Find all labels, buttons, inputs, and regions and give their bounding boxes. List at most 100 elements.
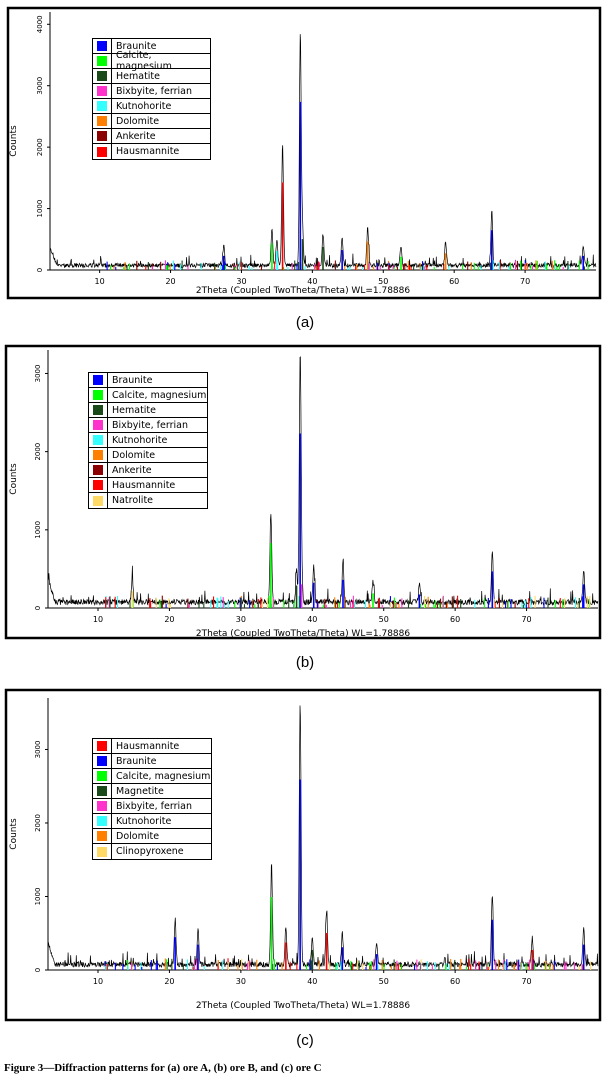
legend-entry: Dolomite [93,114,210,129]
legend-swatch [97,56,107,66]
legend-swatch [97,101,107,111]
legend-swatch [97,771,107,781]
y-tick-label: 1000 [34,521,42,539]
legend-separator [107,373,108,387]
legend-entry: Dolomite [89,448,207,463]
legend-swatch [93,465,103,475]
legend-swatch [97,71,107,81]
legend-swatch [93,405,103,415]
legend-label: Hematite [116,70,160,82]
x-tick-label: 30 [236,977,246,986]
legend-separator [111,829,112,843]
y-tick-label: 4000 [36,15,44,33]
legend-label: Braunite [116,40,157,52]
legend-entry: Bixbyite, ferrian [89,418,207,433]
x-tick-label: 60 [450,977,460,986]
x-tick-label: 50 [378,277,388,286]
legend-entry: Hausmannite [89,478,207,493]
legend-separator [111,784,112,798]
legend-separator [111,129,112,143]
legend-entry: Calcite, magnesium [93,50,210,72]
x-tick-label: 60 [450,615,460,624]
diffraction-trace [49,34,597,269]
x-tick-label: 40 [307,277,317,286]
y-tick-label: 2000 [34,814,42,832]
x-tick-label: 30 [236,615,246,624]
x-tick-label: 50 [379,615,389,624]
x-axis-label: 2Theta (Coupled TwoTheta/Theta) WL=1.788… [196,629,410,639]
legend-swatch [97,786,107,796]
legend-entry: Kutnohorite [93,814,211,829]
legend-label: Hausmannite [116,146,180,157]
legend-separator [107,478,108,492]
legend-entry: Magnetite [93,784,211,799]
y-axis-label: Counts [9,463,19,495]
legend-separator [111,54,112,68]
y-tick-label: 1000 [36,200,44,218]
legend-swatch [93,420,103,430]
legend-separator [107,403,108,417]
legend-c: Hausmannite Braunite Calcite, magnesium Mag… [92,738,212,860]
legend-label: Hematite [112,404,156,416]
x-tick-label: 20 [165,277,175,286]
legend-label: Bixbyite, ferrian [116,85,192,97]
panel-label-a: (a) [295,314,315,331]
legend-label: Braunite [116,755,157,767]
legend-separator [107,448,108,462]
legend-separator [111,844,112,859]
legend-swatch [97,756,107,766]
legend-label: Clinopyroxene [116,846,184,857]
legend-separator [111,84,112,98]
legend-separator [107,463,108,477]
y-tick-label: 3000 [34,741,42,759]
diffraction-panel-b: 10 20 30 40 50 60 70 0 1000 2000 3000 2Theta (Coupl… [0,340,610,675]
legend-b: Braunite Calcite, magnesium Hematite Bixbyi… [88,372,208,509]
x-tick-label: 40 [307,977,317,986]
legend-label: Calcite, magnesium [112,389,207,401]
legend-separator [107,388,108,402]
diffraction-panel-c: 10 20 30 40 50 60 70 0 1000 2000 3000 2Theta (Coupl… [0,684,610,1054]
legend-swatch [93,435,103,445]
legend-label: Magnetite [116,785,164,797]
legend-a: Braunite Calcite, magnesium Hematite Bixbyi… [92,38,211,160]
legend-entry: Ankerite [89,463,207,478]
x-tick-label: 10 [93,977,103,986]
legend-swatch [97,131,107,141]
legend-separator [111,114,112,128]
legend-entry: Hausmannite [93,739,211,754]
panel-label-b: (b) [295,654,315,671]
legend-swatch [97,116,107,126]
y-tick-label: 0 [34,606,42,610]
legend-separator [111,739,112,753]
y-tick-label: 3000 [34,365,42,383]
legend-entry: Hematite [89,403,207,418]
diffraction-trace [47,356,599,607]
x-tick-label: 20 [164,977,174,986]
y-axis-label: Counts [9,125,19,157]
legend-swatch [97,846,107,857]
legend-entry: Braunite [93,39,210,54]
legend-swatch [93,480,103,490]
figure-caption: Figure 3—Diffraction patterns for (a) or… [4,1062,322,1074]
legend-label: Calcite, magnesium [116,50,172,72]
diffraction-trace [47,705,599,969]
x-tick-label: 10 [93,615,103,624]
legend-swatch [97,816,107,826]
x-tick-label: 70 [521,977,531,986]
legend-entry: Kutnohorite [89,433,207,448]
legend-label: Braunite [112,374,153,386]
legend-entry: Braunite [93,754,211,769]
legend-separator [111,754,112,768]
legend-swatch [93,375,103,385]
legend-label: Ankerite [116,130,156,142]
x-tick-label: 50 [379,977,389,986]
y-tick-label: 3000 [36,77,44,95]
legend-swatch [97,741,107,751]
legend-swatch [97,86,107,96]
legend-entry: Bixbyite, ferrian [93,84,210,99]
x-tick-label: 40 [307,615,317,624]
y-tick-label: 0 [34,968,42,972]
legend-entry: Ankerite [93,129,210,144]
x-axis-label: 2Theta (Coupled TwoTheta/Theta) WL=1.788… [196,286,410,296]
legend-separator [107,493,108,508]
